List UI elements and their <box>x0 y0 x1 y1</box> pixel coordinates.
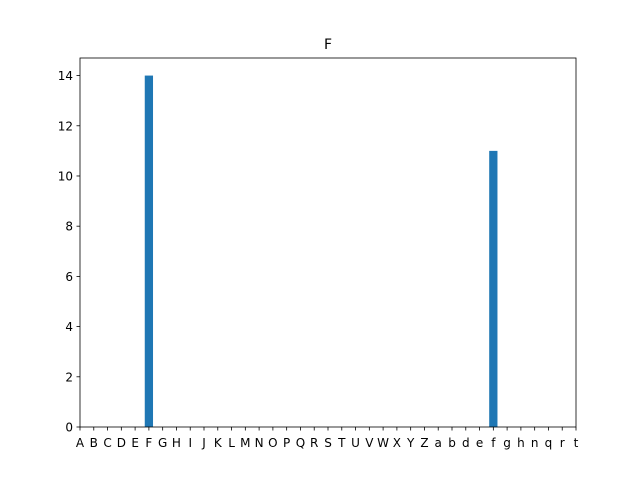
y-tick-label: 14 <box>58 69 73 83</box>
y-axis-ticks: 0 2 4 6 8 10 12 14 <box>58 69 80 435</box>
x-tick-label: I <box>188 436 192 450</box>
x-tick-label: g <box>503 436 511 450</box>
x-tick-label: X <box>393 436 401 450</box>
x-tick-label: Z <box>420 436 428 450</box>
x-tick-label: W <box>377 436 389 450</box>
bars-group <box>144 75 498 428</box>
x-tick-label: d <box>462 436 470 450</box>
x-tick-label: T <box>337 436 346 450</box>
x-tick-label: E <box>131 436 139 450</box>
x-tick-label: P <box>283 436 290 450</box>
y-tick-label: 0 <box>65 421 73 435</box>
bar-f <box>489 150 498 427</box>
x-tick-label: r <box>560 436 565 450</box>
x-tick-label: Q <box>296 436 305 450</box>
y-tick-label: 2 <box>65 370 73 384</box>
x-tick-label: D <box>117 436 126 450</box>
x-tick-label: e <box>476 436 483 450</box>
x-tick-label: B <box>90 436 98 450</box>
x-tick-label: F <box>145 436 152 450</box>
x-tick-label: f <box>491 436 496 450</box>
x-tick-label: A <box>76 436 85 450</box>
x-tick-label: G <box>158 436 167 450</box>
x-tick-label: b <box>448 436 456 450</box>
x-tick-label: N <box>255 436 264 450</box>
y-tick-label: 8 <box>65 220 73 234</box>
y-tick-label: 12 <box>58 119 73 133</box>
y-tick-label: 6 <box>65 270 73 284</box>
y-tick-label: 10 <box>58 169 73 183</box>
x-tick-label: J <box>201 436 206 450</box>
x-tick-label: Y <box>406 436 415 450</box>
chart-title: F <box>324 37 332 53</box>
x-tick-label: t <box>574 436 579 450</box>
x-tick-label: a <box>435 436 442 450</box>
x-tick-label: q <box>545 436 553 450</box>
y-tick-label: 4 <box>65 320 73 334</box>
bar-F <box>144 75 154 428</box>
x-tick-label: R <box>310 436 318 450</box>
x-tick-label: U <box>351 436 360 450</box>
plot-frame <box>79 57 577 428</box>
x-tick-label: n <box>531 436 539 450</box>
x-tick-label: V <box>365 436 374 450</box>
x-tick-label: H <box>172 436 181 450</box>
x-tick-label: K <box>214 436 223 450</box>
x-tick-label: M <box>240 436 250 450</box>
x-tick-label: O <box>268 436 277 450</box>
x-tick-label: h <box>517 436 525 450</box>
x-tick-label: C <box>103 436 111 450</box>
x-tick-label: L <box>228 436 235 450</box>
x-tick-label: S <box>324 436 332 450</box>
